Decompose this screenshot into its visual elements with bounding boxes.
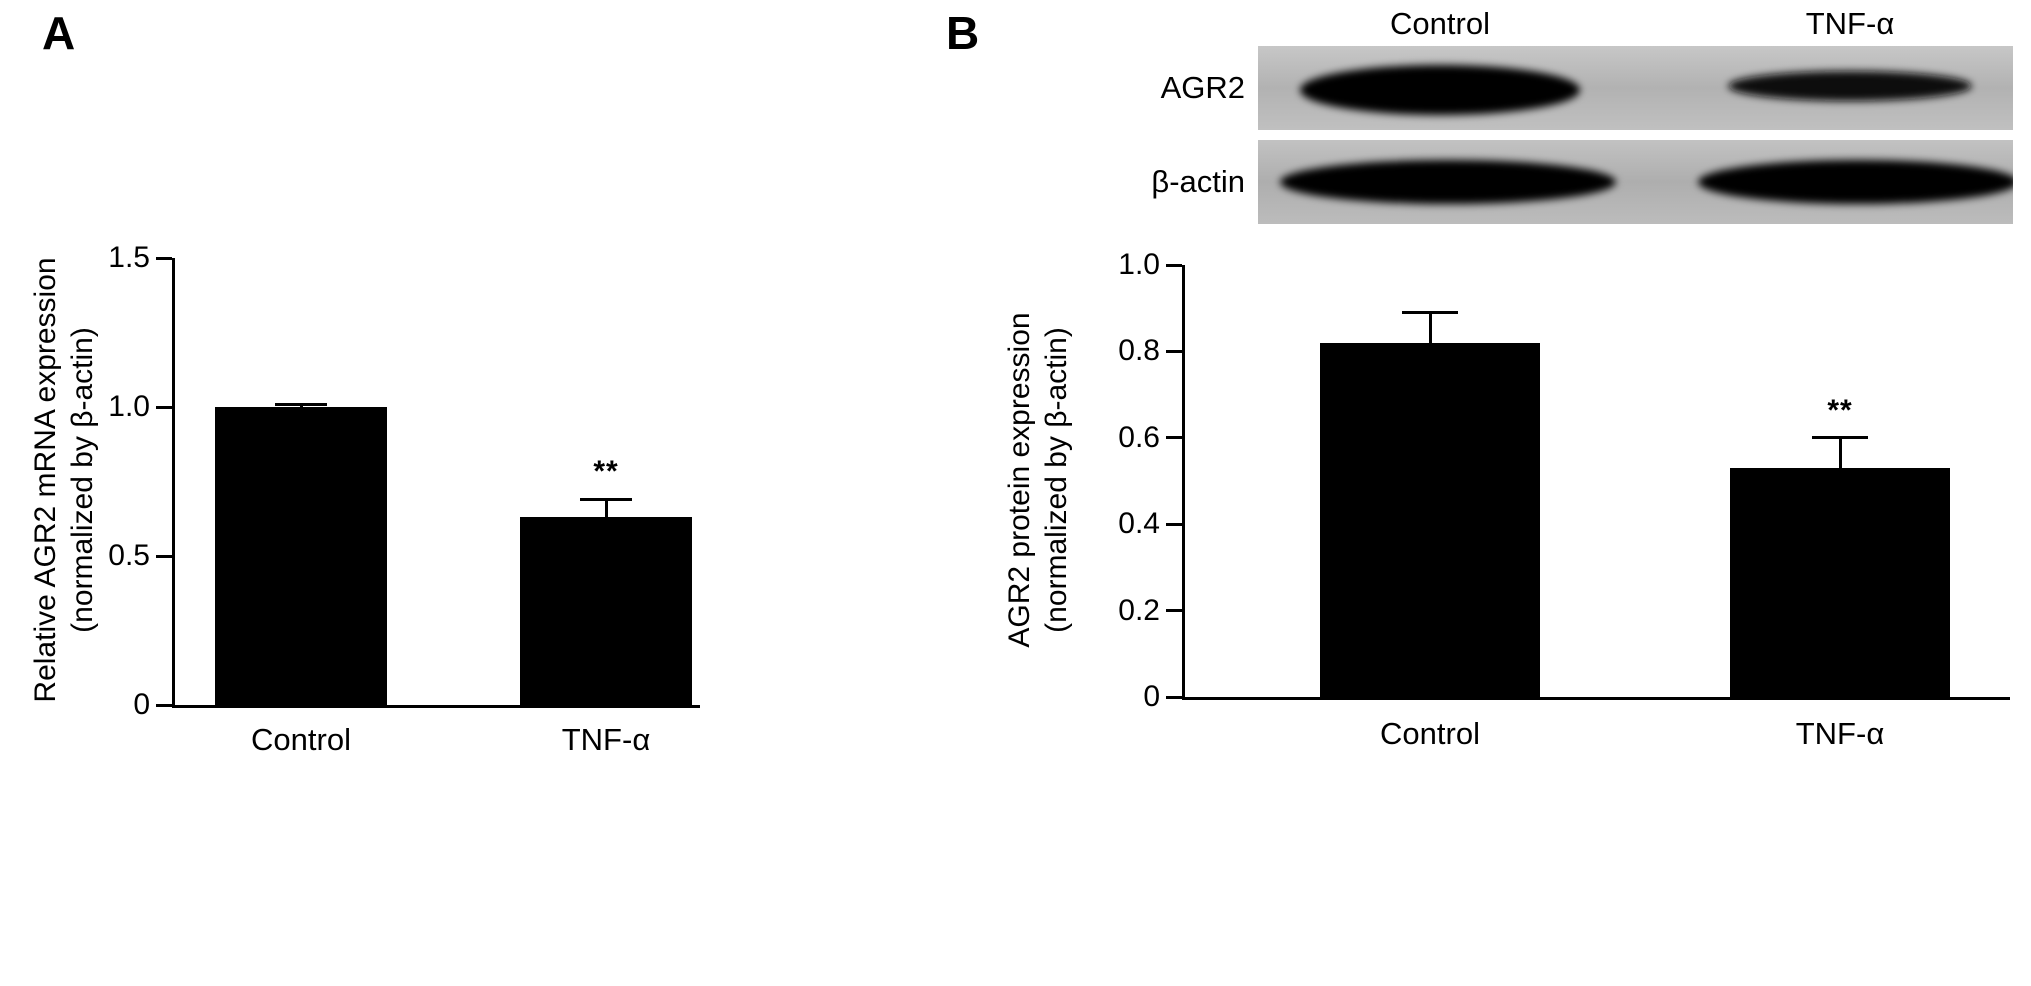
panel-b-x-axis — [1182, 697, 2010, 700]
panel-b-error-bar-cap — [1402, 311, 1458, 315]
blot-strip-agr2 — [1258, 46, 2013, 130]
panel-b-significance-label: ** — [1827, 393, 1853, 427]
panel-b-y-tick — [1166, 609, 1182, 613]
panel-b-label: B — [946, 7, 980, 59]
panel-b-y-tick — [1166, 349, 1182, 353]
panel-a-y-tick-label: 0 — [133, 688, 150, 721]
panel-b-y-tick-label: 0.2 — [1118, 593, 1160, 627]
y-axis-label-line: AGR2 protein expression — [1003, 312, 1036, 648]
panel-b-y-tick-label: 0.6 — [1118, 420, 1160, 454]
panel-b-y-tick — [1166, 263, 1182, 267]
panel-b-y-tick-label: 0 — [1143, 680, 1160, 713]
blot-row-label-beta-actin: β-actin — [1151, 164, 1245, 199]
panel-a-category-label-control: Control — [251, 722, 351, 757]
panel-a-error-bar-line — [604, 499, 608, 518]
panel-a-label: A — [42, 7, 76, 59]
panel-a-bar-tnf-α — [520, 517, 692, 705]
panel-b-error-bar-cap — [1812, 436, 1868, 440]
panel-a-y-tick-label: 1.0 — [108, 390, 150, 423]
panel-a-y-tick — [156, 703, 172, 707]
y-axis-label-line: Relative AGR2 mRNA expression — [29, 257, 62, 703]
panel-b-y-tick — [1166, 695, 1182, 699]
panel-b-error-bar-line — [1838, 437, 1842, 469]
panel-b-error-bar-line — [1428, 312, 1432, 343]
blot-column-label-tnf: TNF-α — [1805, 6, 1895, 41]
panel-b-y-tick-label: 0.8 — [1118, 334, 1160, 368]
panel-a-y-axis — [172, 258, 175, 708]
panel-b-y-axis — [1182, 265, 1185, 700]
panel-a-error-bar-cap — [275, 402, 327, 406]
panel-b-y-axis-label: AGR2 protein expression (normalized by β… — [998, 170, 1078, 790]
panel-a-y-tick — [156, 256, 172, 260]
panel-b-y-tick — [1166, 522, 1182, 526]
blot-strip-beta-actin — [1258, 140, 2013, 224]
panel-a-y-tick — [156, 554, 172, 558]
panel-a-y-tick — [156, 405, 172, 409]
panel-a-x-axis — [172, 705, 700, 708]
panel-b-y-tick — [1166, 436, 1182, 440]
panel-a-significance-label: ** — [593, 455, 619, 489]
panel-a-category-label-tnf-α: TNF-α — [561, 722, 651, 757]
panel-b-y-tick-label: 1.0 — [1118, 248, 1160, 281]
beta-actin-band-control — [1280, 160, 1616, 204]
panel-a-y-tick-label: 0.5 — [108, 539, 150, 572]
agr2-band-control — [1300, 65, 1580, 115]
blot-row-label-agr2: AGR2 — [1160, 70, 1245, 105]
beta-actin-band-tnf — [1698, 160, 2013, 204]
panel-b-category-label-control: Control — [1380, 716, 1480, 751]
panel-a-error-bar-cap — [580, 497, 632, 501]
panel-b-y-tick-label: 0.4 — [1118, 507, 1160, 541]
panel-b-category-label-tnf-α: TNF-α — [1795, 716, 1885, 751]
agr2-band-tnf — [1728, 71, 1972, 101]
panel-b-bar-control — [1320, 342, 1540, 697]
blot-column-label-control: Control — [1390, 6, 1490, 41]
panel-a-y-tick-label: 1.5 — [108, 241, 150, 274]
panel-a-bar-control — [215, 407, 387, 705]
panel-b-bar-tnf-α — [1730, 468, 1950, 697]
